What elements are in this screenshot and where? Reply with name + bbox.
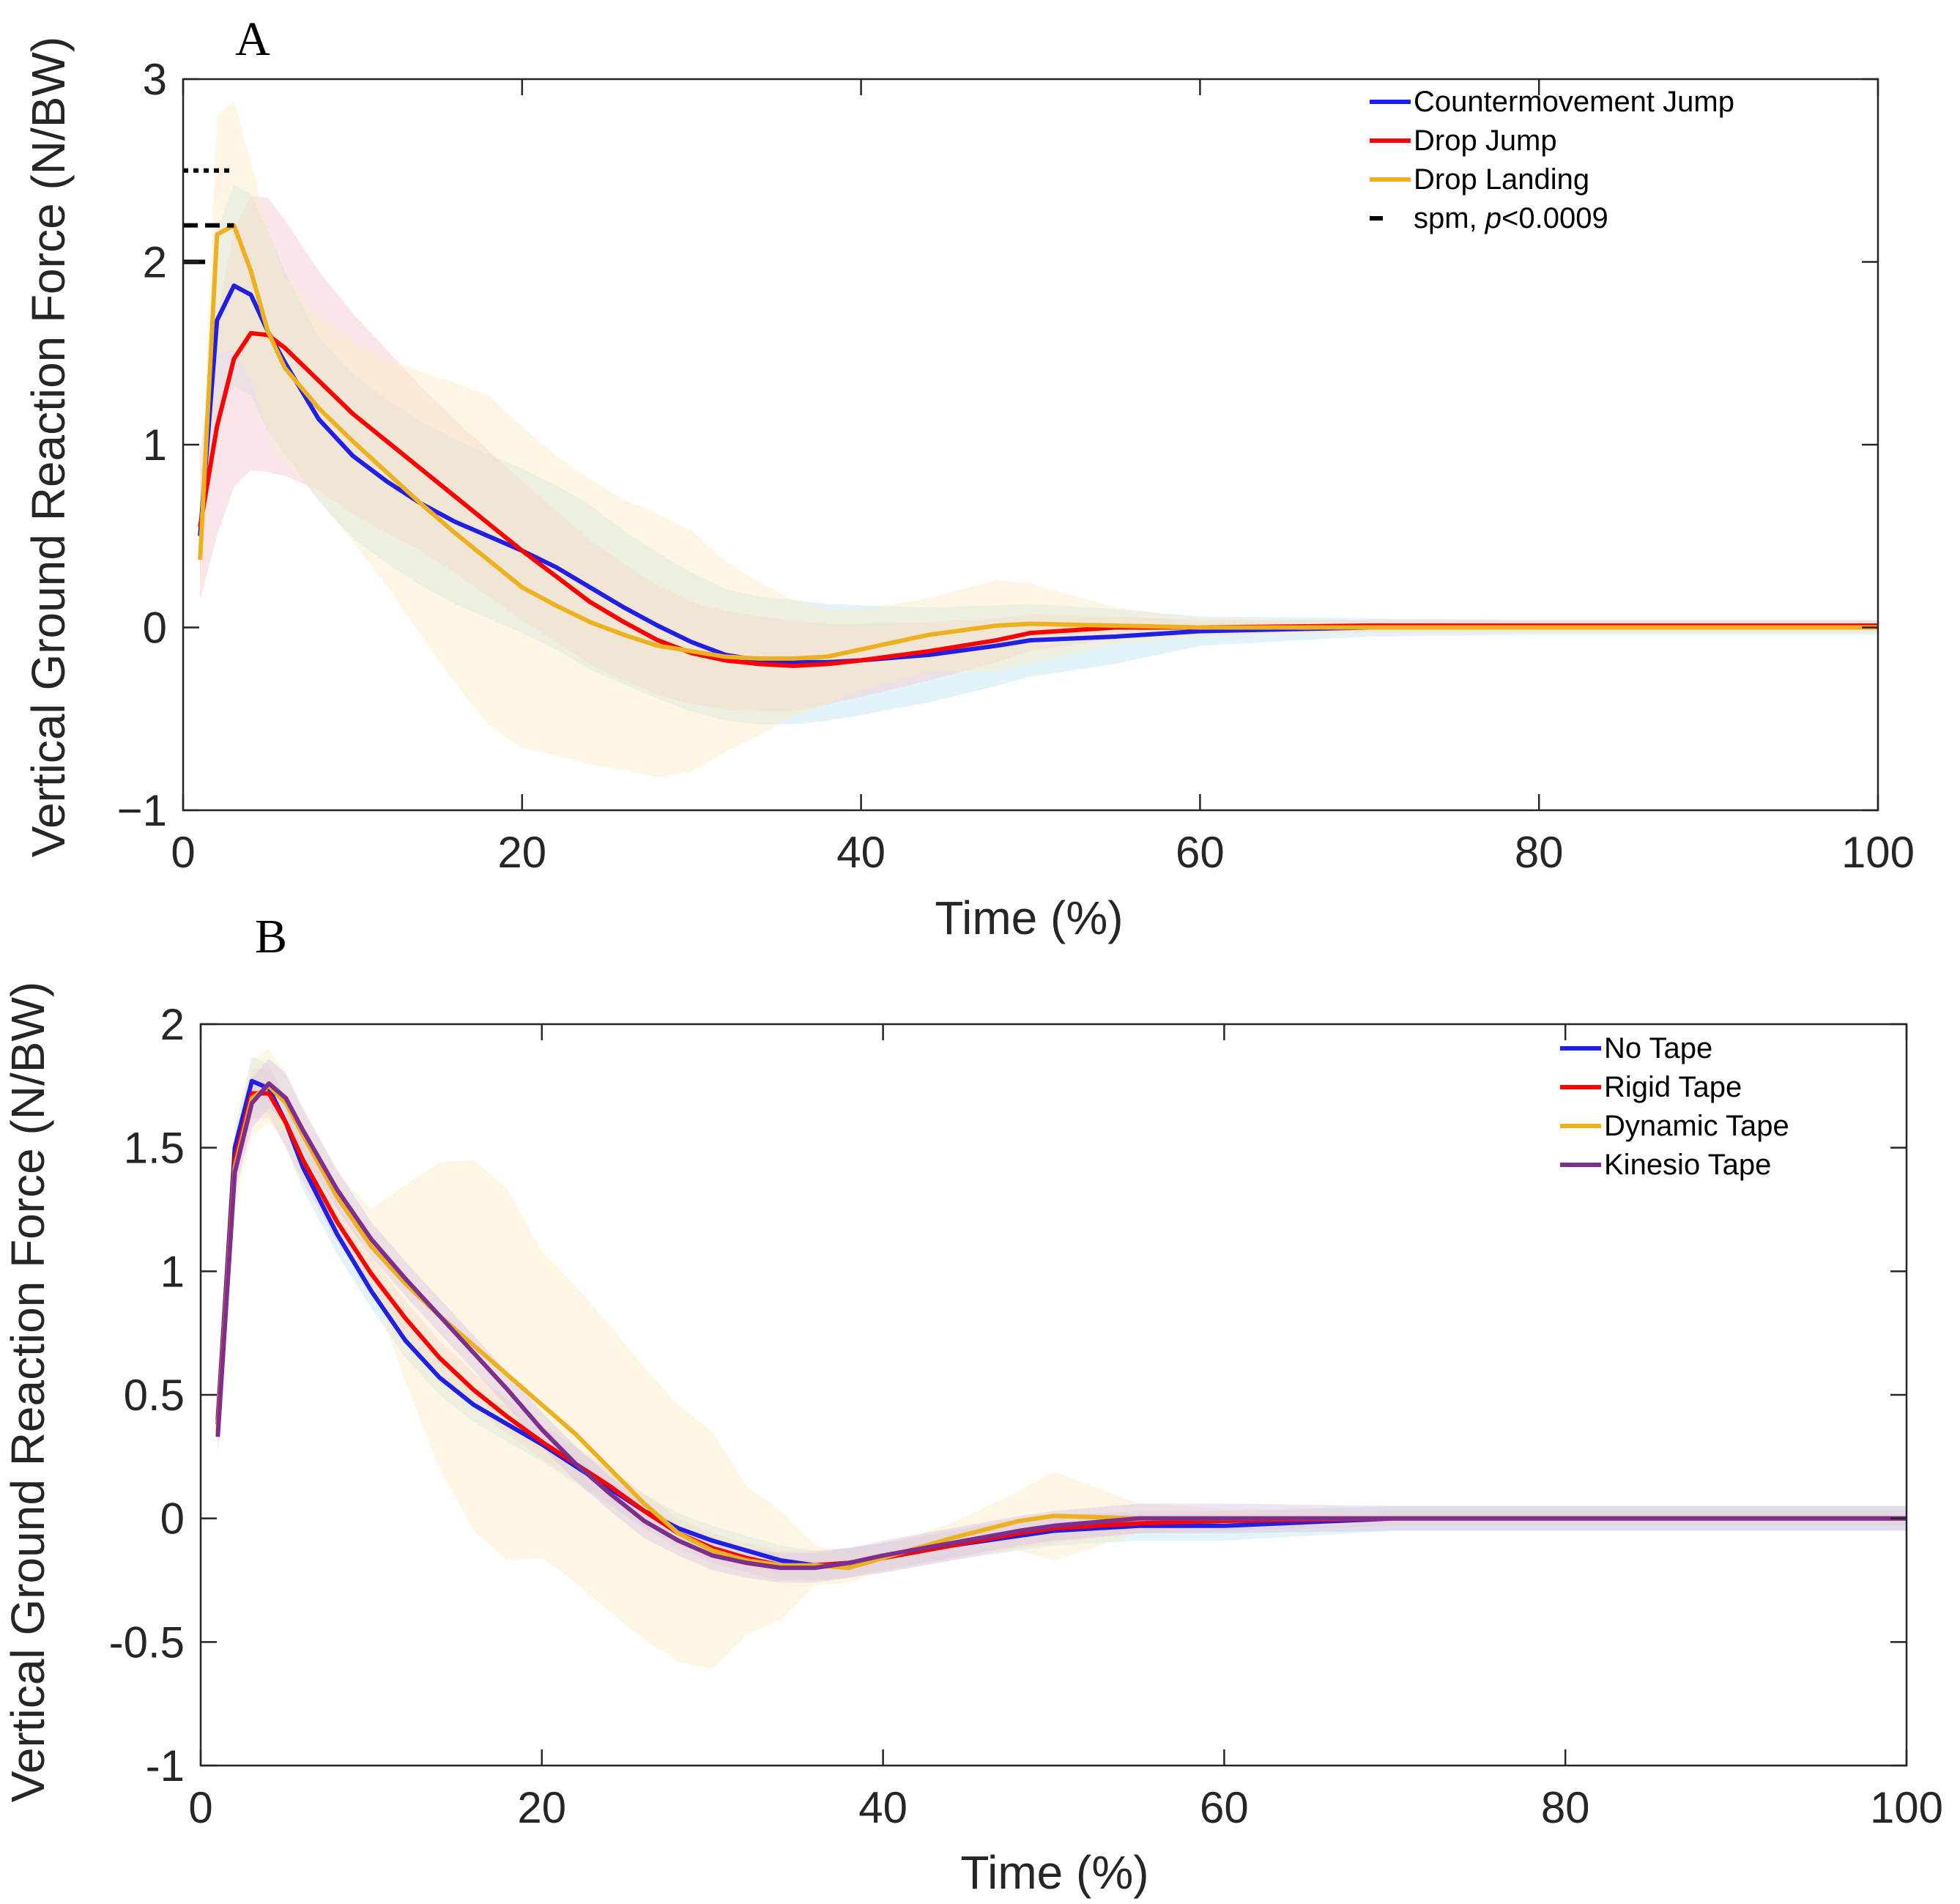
y-tick-label: 2 [143, 238, 167, 287]
sd-band-2 [218, 1048, 1907, 1670]
legend-label: No Tape [1604, 1032, 1712, 1064]
y-tick-label: 0.5 [124, 1371, 185, 1420]
y-tick-label: 3 [143, 55, 167, 104]
series-line-1 [215, 1091, 1907, 1568]
y-tick-label: 1.5 [124, 1124, 185, 1173]
x-tick-label: 60 [1200, 1783, 1249, 1832]
x-tick-label: 100 [1870, 1783, 1943, 1832]
y-axis-label: Vertical Ground Reaction Force (N/BW) [22, 37, 75, 857]
y-tick-label: 0 [160, 1494, 185, 1544]
sd-band-3 [218, 1059, 1907, 1583]
x-tick-label: 40 [836, 828, 886, 877]
legend-label: Kinesio Tape [1604, 1149, 1771, 1181]
x-tick-label: 0 [188, 1783, 212, 1832]
x-tick-label: 80 [1515, 828, 1564, 877]
y-tick-label: 0 [143, 604, 167, 653]
x-tick-label: 20 [497, 828, 546, 877]
y-tick-label: -0.5 [109, 1618, 185, 1667]
panel-label: A [235, 12, 270, 66]
x-axis-label: Time (%) [960, 1846, 1148, 1899]
sd-band-0 [200, 185, 1878, 725]
x-tick-label: 100 [1841, 828, 1915, 877]
series-line-1 [198, 330, 1878, 668]
sd-band-2 [200, 100, 1878, 778]
x-tick-label: 0 [171, 828, 195, 877]
series-line-3 [215, 1081, 1907, 1571]
y-tick-label: −1 [117, 786, 167, 835]
sd-band-1 [200, 196, 1878, 712]
x-tick-label: 40 [858, 1783, 907, 1832]
y-tick-label: 1 [143, 421, 167, 470]
legend: No Tape Rigid Tape Dynamic Tape Kinesio Tap… [1560, 1032, 1789, 1181]
x-tick-label: 80 [1541, 1783, 1590, 1832]
sd-band-0 [218, 1056, 1907, 1580]
x-tick-label: 60 [1176, 828, 1225, 877]
legend-label: Dynamic Tape [1604, 1110, 1789, 1142]
y-axis-label: Vertical Ground Reaction Force (N/BW) [1, 982, 54, 1802]
legend-label: Drop Landing [1414, 163, 1589, 196]
y-tick-label: 2 [160, 1000, 185, 1049]
legend-label: Drop Jump [1414, 125, 1557, 157]
series-line-2 [198, 223, 1878, 661]
x-axis-label: Time (%) [935, 892, 1123, 944]
spm-p: p [1485, 202, 1501, 234]
legend: Countermovement Jump Drop Jump Drop Landin… [1370, 86, 1734, 234]
y-tick-label: 1 [160, 1247, 185, 1296]
panel-label: B [255, 910, 287, 963]
x-tick-label: 20 [517, 1783, 566, 1832]
legend-label: Rigid Tape [1604, 1071, 1742, 1103]
legend-label-spm: spm, p<0.0009 [1414, 202, 1608, 234]
y-tick-label: -1 [146, 1741, 185, 1790]
spm-label: spm, [1414, 202, 1485, 234]
panel-b: 0 20 40 60 80 100 -1 -0.5 0 0.5 1 1.5 2 Time (%) Verti… [1, 910, 1943, 1899]
spm-threshold: <0.0009 [1501, 202, 1608, 234]
legend-label: Countermovement Jump [1414, 86, 1734, 118]
